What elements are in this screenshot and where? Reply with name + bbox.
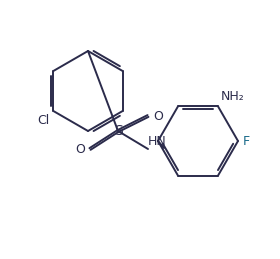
Text: F: F [243,134,250,147]
Text: HN: HN [148,135,167,148]
Text: Cl: Cl [37,114,49,127]
Text: S: S [114,124,122,138]
Text: NH₂: NH₂ [221,90,245,103]
Text: O: O [75,142,85,155]
Text: O: O [153,110,163,123]
